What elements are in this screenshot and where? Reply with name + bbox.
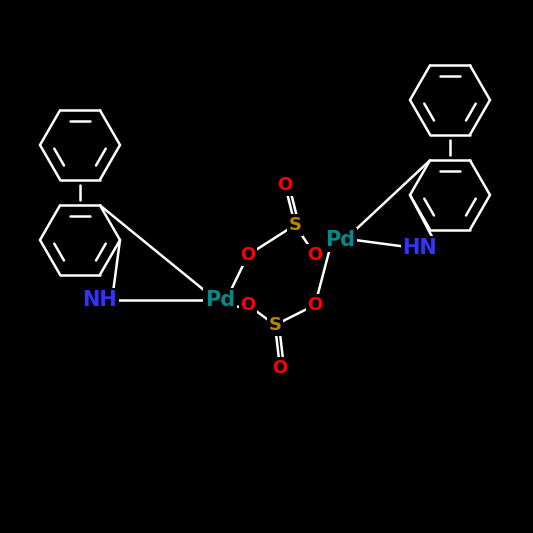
Text: O: O bbox=[272, 359, 288, 377]
Text: O: O bbox=[308, 296, 322, 314]
Text: S: S bbox=[269, 316, 281, 334]
Text: Pd: Pd bbox=[205, 290, 235, 310]
Text: O: O bbox=[240, 246, 256, 264]
Text: O: O bbox=[240, 296, 256, 314]
Text: S: S bbox=[288, 216, 302, 234]
Text: O: O bbox=[277, 176, 293, 194]
Text: HN: HN bbox=[402, 238, 438, 258]
Text: Pd: Pd bbox=[325, 230, 355, 250]
Text: O: O bbox=[308, 246, 322, 264]
Text: NH: NH bbox=[83, 290, 117, 310]
